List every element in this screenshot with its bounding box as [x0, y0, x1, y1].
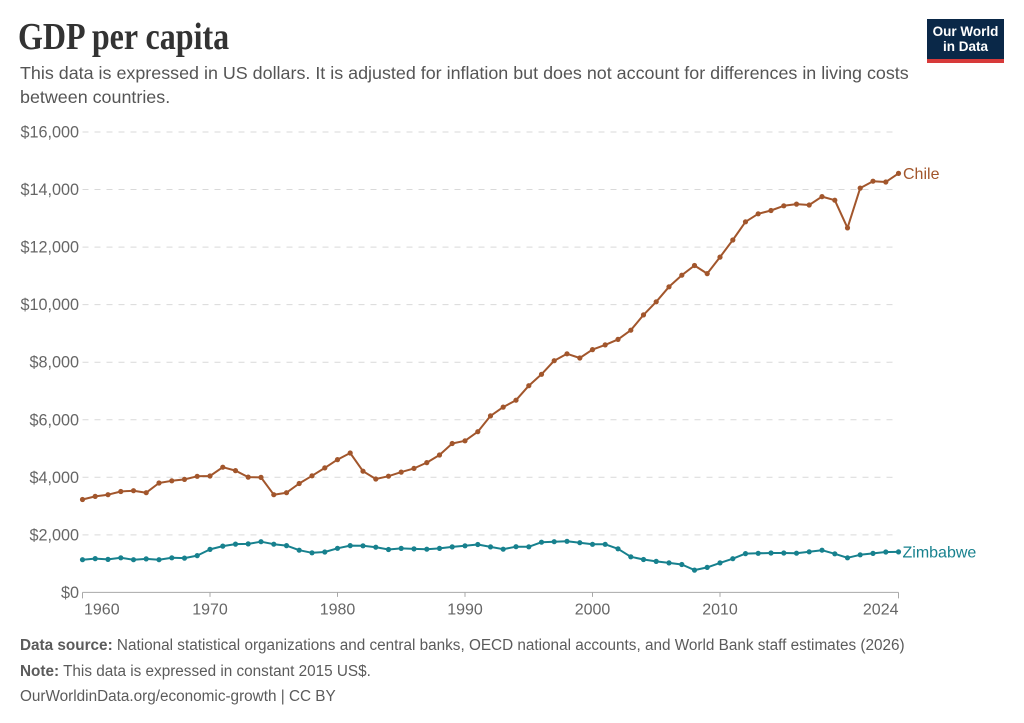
svg-text:$8,000: $8,000	[29, 354, 79, 372]
svg-text:$12,000: $12,000	[20, 239, 79, 257]
svg-text:1970: 1970	[192, 602, 228, 619]
svg-text:2000: 2000	[575, 602, 611, 619]
svg-text:$14,000: $14,000	[20, 181, 79, 199]
svg-text:2024: 2024	[863, 602, 899, 619]
svg-text:Zimbabwe: Zimbabwe	[903, 544, 977, 561]
svg-text:$16,000: $16,000	[20, 124, 79, 142]
svg-text:$4,000: $4,000	[29, 469, 79, 487]
svg-text:$2,000: $2,000	[29, 526, 79, 544]
svg-text:1990: 1990	[447, 602, 483, 619]
svg-text:$0: $0	[61, 584, 79, 602]
svg-text:$10,000: $10,000	[20, 296, 79, 314]
svg-text:1980: 1980	[320, 602, 356, 619]
svg-text:$6,000: $6,000	[29, 411, 79, 429]
svg-text:2010: 2010	[702, 602, 738, 619]
svg-text:1960: 1960	[84, 602, 120, 619]
svg-text:Chile: Chile	[903, 166, 940, 183]
